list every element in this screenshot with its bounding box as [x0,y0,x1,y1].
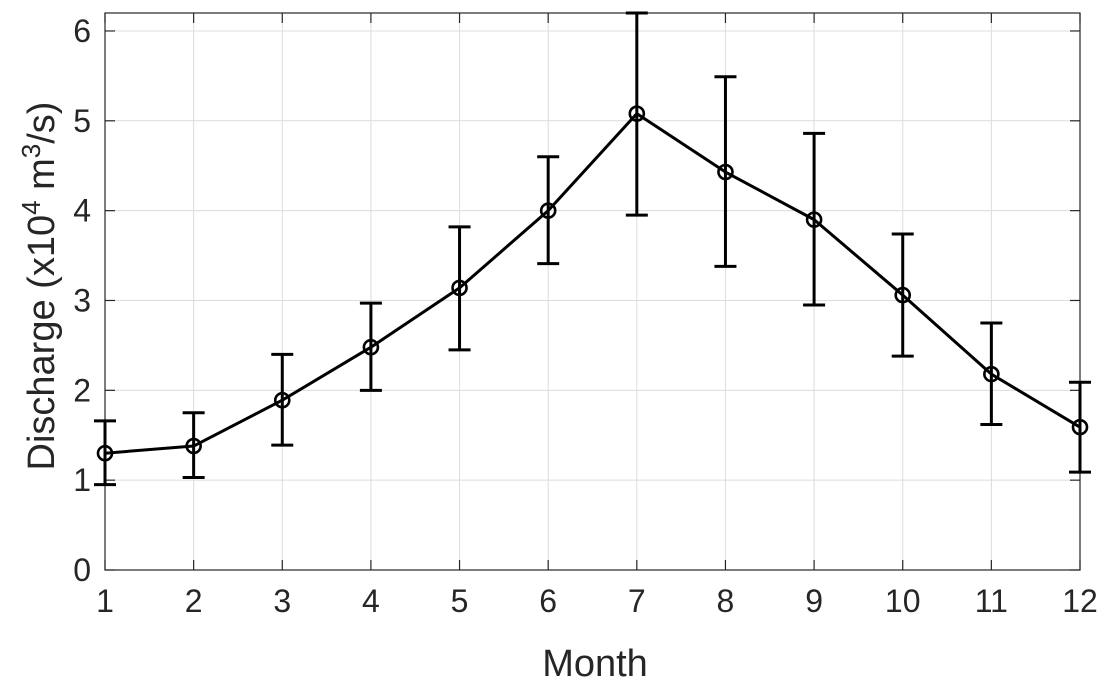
y-tick-label: 4 [73,193,91,229]
x-tick-label: 4 [362,583,380,619]
y-axis-label-suffix: /s) [21,102,63,144]
y-tick-label: 2 [73,372,91,408]
y-axis-label: Discharge (x104 m3/s) [16,102,63,471]
data-point [273,391,291,409]
tick-marks [104,13,1081,571]
y-axis-label-prefix: Discharge (x10 [21,215,63,471]
data-point [451,279,468,297]
x-tick-label: 10 [885,583,921,619]
data-markers [96,105,1089,462]
x-tick-labels: 1 2 3 4 5 6 7 8 9 10 11 12 [96,583,1098,619]
data-point [96,444,114,462]
y-tick-label: 0 [73,552,91,588]
y-tick-label: 5 [73,103,91,139]
y-tick-label: 1 [73,462,91,498]
y-axis-label-sup2: 3 [16,144,46,158]
data-point [717,163,734,181]
y-axis-label-sup1: 4 [16,200,46,214]
x-axis-label: Month [542,643,648,685]
data-point [805,211,823,228]
x-tick-label: 2 [185,583,203,619]
grid-lines [104,13,1081,571]
y-axis-label-mid: m [21,158,63,200]
y-tick-label: 6 [73,13,91,49]
x-tick-label: 1 [96,583,114,619]
data-point [628,105,646,122]
data-point [539,202,557,219]
series-line [104,112,1081,455]
x-tick-label: 11 [975,583,1008,619]
data-point [983,365,1000,383]
x-tick-label: 12 [1062,583,1098,619]
data-point [894,286,912,304]
y-tick-labels: 0 1 2 3 4 5 6 [73,13,91,588]
data-point [362,338,380,356]
plot-area-frame [104,12,1081,571]
x-tick-label: 9 [805,583,823,619]
y-tick-label: 3 [73,282,91,318]
data-point [185,437,202,455]
error-bars [94,11,1091,487]
x-tick-label: 8 [717,583,735,619]
x-tick-label: 7 [628,583,646,619]
x-tick-label: 5 [451,583,469,619]
x-tick-label: 3 [273,583,291,619]
data-point [1071,418,1089,436]
x-tick-label: 6 [539,583,557,619]
